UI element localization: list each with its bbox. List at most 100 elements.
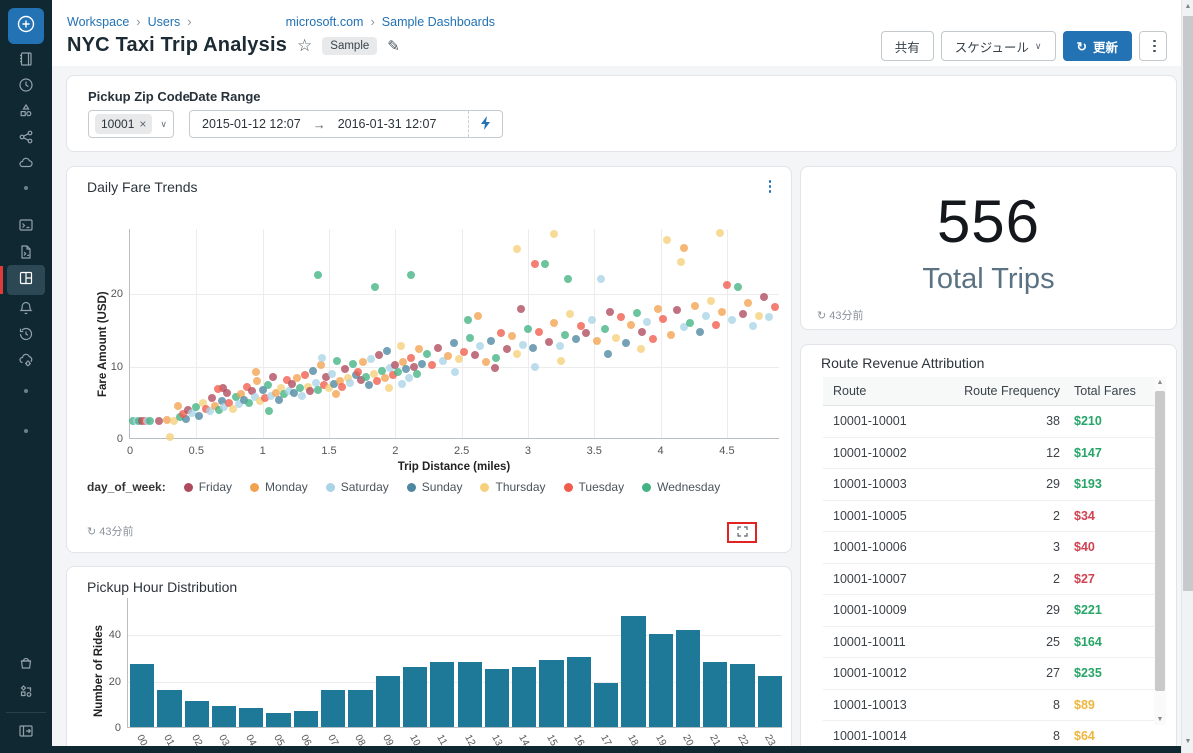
refresh-button[interactable]: ↻ 更新 [1062,31,1132,61]
sidebar-item-data-ingestion[interactable] [0,349,52,375]
scatter-point [208,394,217,403]
scatter-point [314,385,323,394]
remove-chip-icon[interactable]: × [139,117,147,131]
sidebar-collapse-button[interactable] [0,720,52,746]
scroll-up-icon[interactable]: ▲ [1184,3,1192,10]
breadcrumb-separator: › [187,14,192,29]
scatter-point [192,403,201,412]
sidebar-item-workspace[interactable] [0,48,52,74]
cell-frequency: 38 [1046,414,1060,429]
scatter-point [486,336,495,345]
scroll-down-icon[interactable]: ▼ [1184,738,1192,745]
cell-route: 10001-10007 [833,571,907,586]
schedule-button[interactable]: スケジュール ∨ [940,31,1056,61]
scatter-point [371,282,380,291]
partner-connect-icon [18,683,34,704]
sidebar-item-queries[interactable] [0,241,52,267]
sidebar-item-query-history[interactable] [0,323,52,349]
sidebar-item-partner-connect[interactable] [0,680,52,706]
breadcrumb-workspace[interactable]: Workspace [67,14,130,29]
scatter-point [707,297,716,306]
sidebar-item-compute[interactable] [0,152,52,178]
cell-total-fares: $40 [1074,540,1095,555]
share-button[interactable]: 共有 [880,31,934,61]
scatter-point [295,384,304,393]
cell-route: 10001-10001 [833,414,907,429]
scatter-point [309,366,318,375]
sidebar-item-marketplace[interactable] [0,652,52,678]
scroll-up-icon[interactable]: ▲ [1156,379,1164,386]
date-start-input[interactable]: 2015-01-12 12:07 [202,117,301,131]
date-range-control: 2015-01-12 12:07 → 2016-01-31 12:07 [189,110,503,138]
scatter-point [253,377,262,386]
y-tick-label: 20 [108,675,121,688]
scatter-point [530,259,539,268]
fare-chart-title: Daily Fare Trends [87,179,198,195]
window-scrollbar-thumb[interactable] [1183,16,1193,591]
cell-frequency: 8 [1053,729,1060,744]
scatter-point [155,416,164,425]
legend-title: day_of_week: [87,480,166,494]
scatter-point [269,372,278,381]
legend-item-sunday[interactable]: Sunday [406,480,462,494]
gridline-vertical [527,229,529,438]
x-tick-label: 1 [259,445,266,457]
date-end-input[interactable]: 2016-01-31 12:07 [337,117,437,131]
scatter-point [265,406,274,415]
gridline-vertical [660,229,662,438]
scatter-point [712,320,721,329]
scatter-point [188,408,197,417]
gridline-horizontal [128,681,782,683]
cell-frequency: 2 [1053,571,1060,586]
legend-item-tuesday[interactable]: Tuesday [563,480,625,494]
breadcrumb-users[interactable]: Users [147,14,181,29]
quick-range-button[interactable] [468,111,502,137]
edit-pencil-icon[interactable]: ✎ [387,37,400,55]
legend-item-friday[interactable]: Friday [183,480,232,494]
sidebar-item-recents[interactable] [0,74,52,100]
zip-code-select[interactable]: 10001 × ∨ [88,110,174,138]
window-scrollbar[interactable]: ▲ ▼ [1181,0,1193,753]
sidebar-item-dashboards[interactable] [7,265,45,295]
sidebar-item-sql-editor[interactable] [0,214,52,240]
expand-fullscreen-button[interactable] [736,524,748,542]
scatter-point [274,395,283,404]
scatter-point [545,337,554,346]
scatter-point [611,333,620,342]
cell-route: 10001-10014 [833,729,907,744]
scatter-point [454,355,463,364]
scatter-point [393,368,402,377]
scatter-point [409,362,418,371]
scatter-point [550,319,559,328]
scatter-point [401,365,410,374]
scatter-point [587,316,596,325]
gridline-vertical [196,229,198,438]
scatter-point [173,401,182,410]
favorite-star-icon[interactable]: ☆ [297,36,313,55]
sidebar-item-alerts[interactable] [0,297,52,323]
more-options-button[interactable] [1139,31,1167,61]
new-button[interactable] [8,8,44,44]
breadcrumb-sample-dashboards[interactable]: Sample Dashboards [381,14,496,29]
scatter-point [636,345,645,354]
legend-item-saturday[interactable]: Saturday [325,480,389,494]
legend-item-monday[interactable]: Monday [250,480,308,494]
sidebar-item-workflows[interactable] [0,126,52,152]
scatter-point [359,358,368,367]
hour-distribution-card: Pickup Hour Distribution Number of Rides… [66,566,792,753]
fare-card-menu-button[interactable] [763,177,778,196]
legend-item-thursday[interactable]: Thursday [480,480,546,494]
scatter-point [428,361,437,370]
scroll-down-icon[interactable]: ▼ [1156,716,1164,723]
scatter-point [701,311,710,320]
table-scrollbar[interactable]: ▲ ▼ [1154,377,1166,725]
scatter-point [179,410,188,419]
table-scrollbar-thumb[interactable] [1155,391,1165,691]
legend-label: Tuesday [578,480,625,494]
legend-item-wednesday[interactable]: Wednesday [642,480,720,494]
table-row: 10001-10001 38 $210 [823,406,1156,438]
scatter-point [290,388,299,397]
breadcrumb-user-email[interactable]: microsoft.com [285,14,364,29]
scatter-point [266,391,275,400]
sidebar-item-catalog[interactable] [0,100,52,126]
